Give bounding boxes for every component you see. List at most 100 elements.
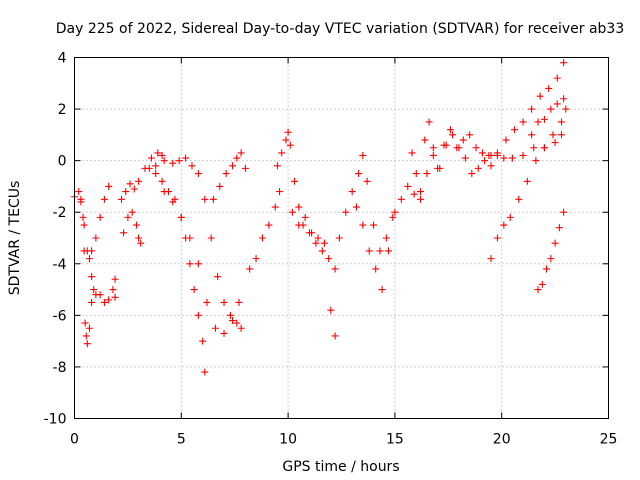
data-point <box>90 286 98 294</box>
data-point <box>376 247 384 255</box>
data-point <box>295 203 303 211</box>
data-point <box>389 213 397 221</box>
data-point <box>487 162 495 170</box>
data-point <box>286 141 294 149</box>
data-point <box>436 164 444 172</box>
data-point <box>295 221 303 229</box>
data-point <box>282 136 290 144</box>
data-point <box>545 84 553 92</box>
series-trace-12 <box>288 208 339 340</box>
series-trace-13 <box>335 151 397 255</box>
data-point <box>446 126 454 134</box>
data-point <box>560 59 568 67</box>
data-point <box>209 195 217 203</box>
x-tick-label: 5 <box>177 432 186 448</box>
data-point <box>423 170 431 178</box>
data-point <box>558 118 566 126</box>
series-trace-10 <box>246 188 284 273</box>
data-point <box>363 177 371 185</box>
data-point <box>220 329 228 337</box>
data-point <box>111 293 119 301</box>
data-point <box>135 234 143 242</box>
data-point <box>241 164 249 172</box>
chart-title: Day 225 of 2022, Sidereal Day-to-day VTE… <box>56 21 625 37</box>
data-point <box>229 317 237 325</box>
data-point <box>233 319 241 327</box>
data-point <box>229 162 237 170</box>
data-point <box>132 221 140 229</box>
data-point <box>117 195 125 203</box>
series-trace-7 <box>152 154 245 332</box>
data-point <box>519 151 527 159</box>
data-point <box>203 298 211 306</box>
data-point <box>105 296 113 304</box>
data-point <box>558 131 566 139</box>
data-point <box>160 157 168 165</box>
data-point <box>560 208 568 216</box>
data-point <box>515 195 523 203</box>
y-tick-label: -2 <box>53 205 67 221</box>
x-tick-label: 25 <box>600 432 618 448</box>
data-point <box>327 306 335 314</box>
series-trace-19 <box>528 95 568 139</box>
data-point <box>214 273 222 281</box>
data-point <box>538 280 546 288</box>
data-point <box>145 164 153 172</box>
data-point <box>511 126 519 134</box>
data-point <box>335 234 343 242</box>
x-tick-label: 20 <box>493 432 511 448</box>
data-point <box>459 136 467 144</box>
y-axis-label: SDTVAR / TECUs <box>7 181 23 296</box>
data-point <box>109 286 117 294</box>
data-point <box>421 136 429 144</box>
data-point <box>384 247 392 255</box>
data-point <box>276 188 284 196</box>
y-tick-label: -8 <box>53 360 67 376</box>
data-point <box>92 234 100 242</box>
data-point <box>308 229 316 237</box>
data-point <box>135 177 143 185</box>
data-point <box>122 188 130 196</box>
data-point <box>551 239 559 247</box>
series-trace-15 <box>408 118 493 196</box>
data-point <box>425 118 433 126</box>
data-point <box>519 118 527 126</box>
data-point <box>359 151 367 159</box>
data-point <box>478 149 486 157</box>
data-point <box>222 170 230 178</box>
data-point <box>474 164 482 172</box>
y-tick-label: -4 <box>53 257 67 273</box>
data-point <box>508 154 516 162</box>
data-point <box>237 149 245 157</box>
data-point <box>158 177 166 185</box>
data-point <box>237 324 245 332</box>
data-point <box>532 157 540 165</box>
data-point <box>111 275 119 283</box>
data-point <box>417 188 425 196</box>
data-point <box>468 170 476 178</box>
data-point <box>211 324 219 332</box>
data-point <box>169 198 177 206</box>
data-point <box>429 151 437 159</box>
data-point <box>320 239 328 247</box>
series-trace-3 <box>85 255 119 306</box>
data-point <box>466 131 474 139</box>
data-point <box>481 157 489 165</box>
data-point <box>382 234 390 242</box>
data-point <box>472 144 480 152</box>
data-point <box>152 170 160 178</box>
data-point <box>500 221 508 229</box>
data-point <box>493 234 501 242</box>
data-point <box>80 221 88 229</box>
series-trace-8 <box>160 188 243 337</box>
data-point <box>562 105 570 113</box>
data-point <box>500 154 508 162</box>
data-point <box>82 332 90 340</box>
data-point <box>372 265 380 273</box>
data-point <box>370 221 378 229</box>
data-point <box>534 118 542 126</box>
data-point <box>506 213 514 221</box>
data-point <box>278 149 286 157</box>
data-point <box>331 265 339 273</box>
